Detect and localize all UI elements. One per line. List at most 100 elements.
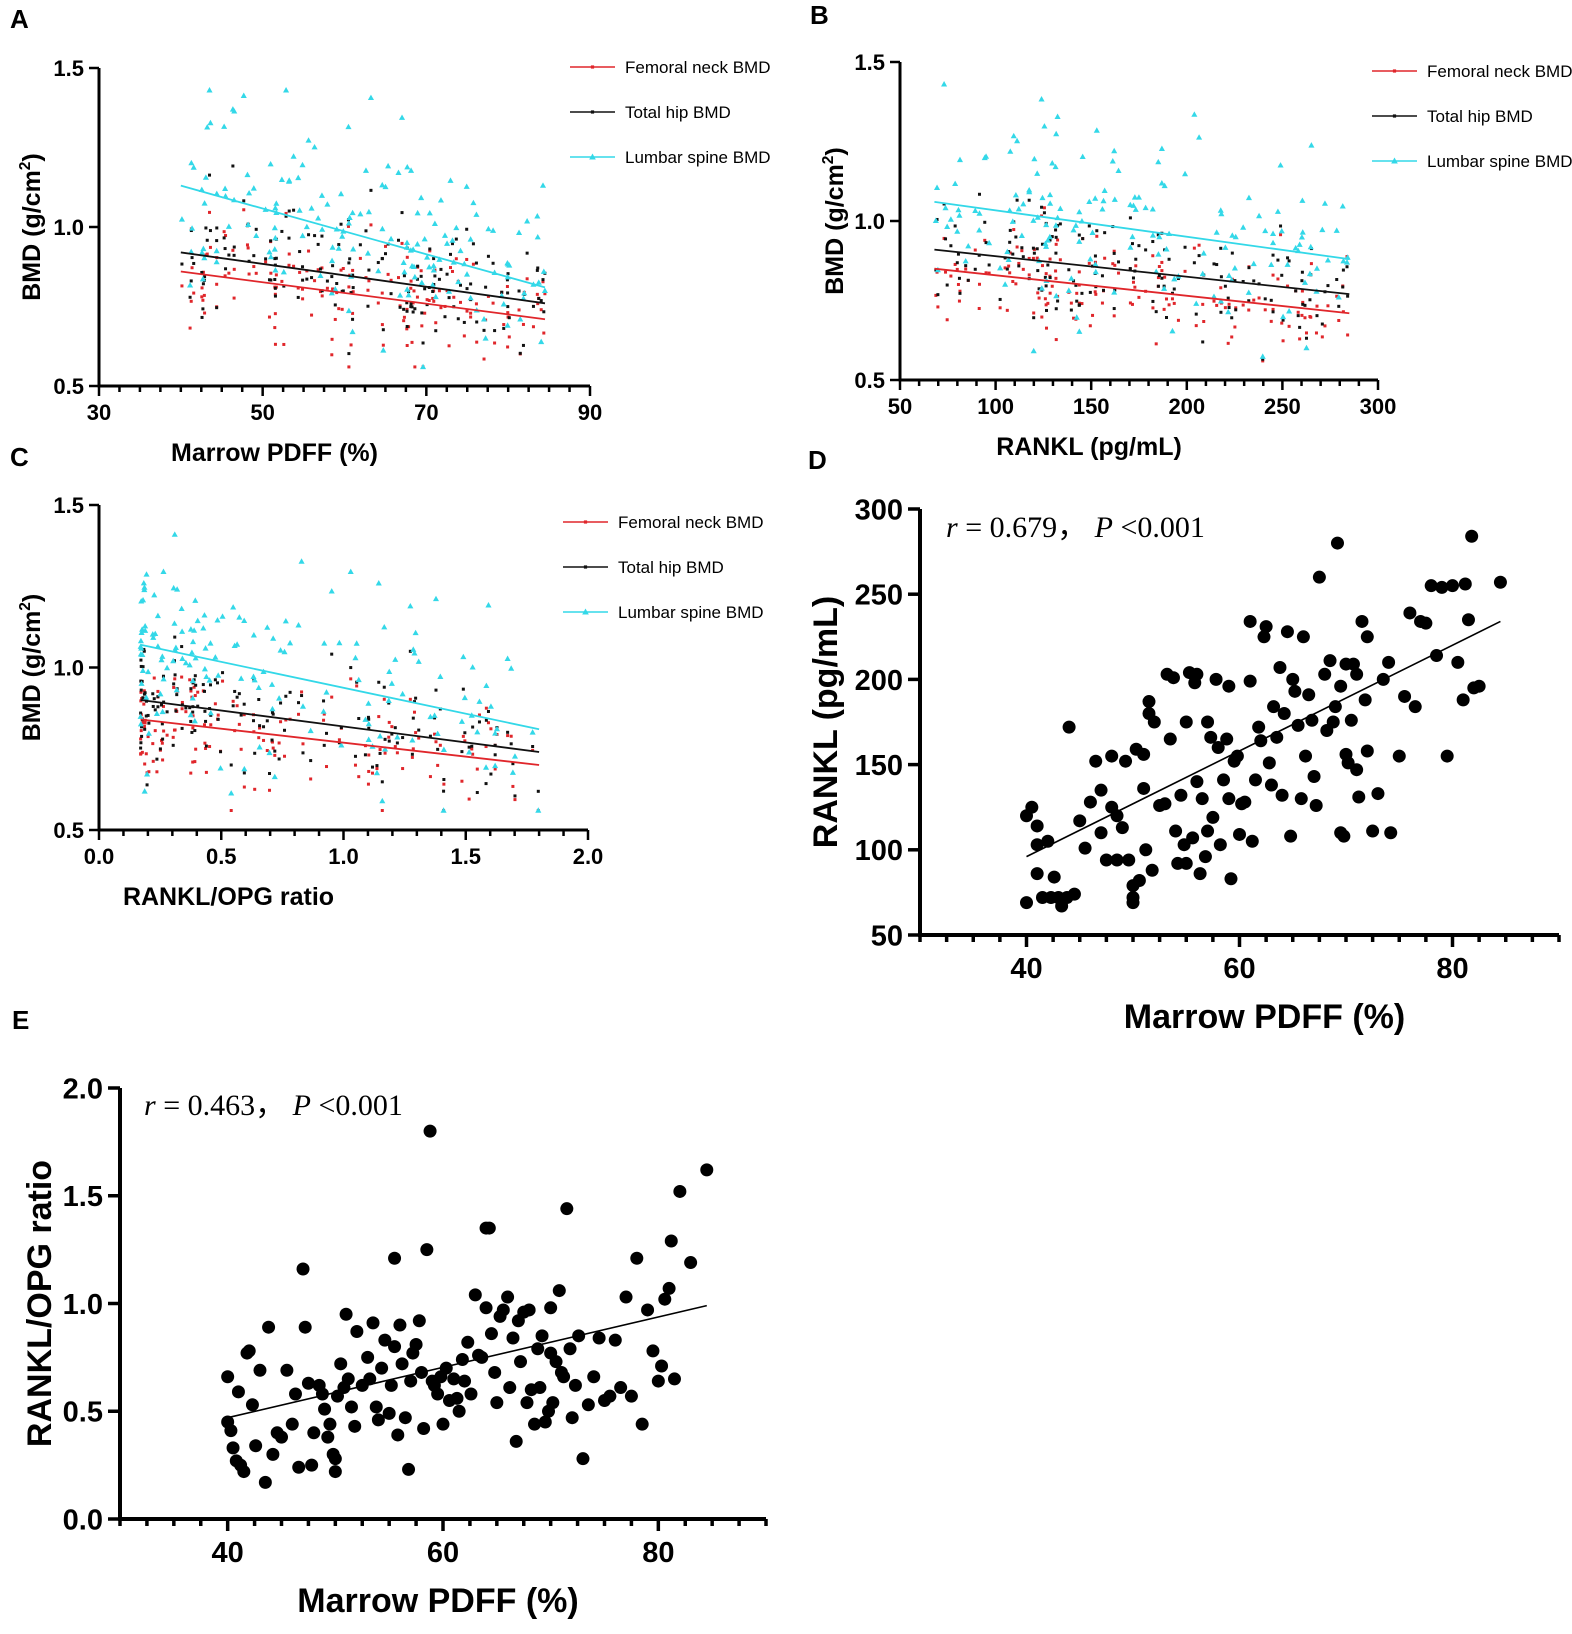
data-point-lumbar-spine xyxy=(388,235,395,242)
y-axis-title: RANKL/OPG ratio xyxy=(21,1160,59,1447)
data-point-femoral-neck xyxy=(231,248,235,252)
data-point-lumbar-spine xyxy=(277,647,284,653)
data-point xyxy=(361,1350,375,1364)
data-point xyxy=(581,1398,595,1412)
data-point-total-hip xyxy=(191,710,195,714)
y-tick-label: 1.5 xyxy=(53,493,84,518)
data-point-femoral-neck xyxy=(1021,267,1025,271)
data-point-lumbar-spine xyxy=(941,81,948,87)
data-point-lumbar-spine xyxy=(436,256,443,262)
data-point-femoral-neck xyxy=(1172,301,1176,305)
data-point-femoral-neck xyxy=(292,264,296,268)
data-point-femoral-neck xyxy=(1263,308,1267,312)
data-point-total-hip xyxy=(542,310,546,314)
data-point-femoral-neck xyxy=(1337,318,1341,322)
data-point-femoral-neck xyxy=(273,753,277,757)
data-point-femoral-neck xyxy=(387,735,391,739)
data-point xyxy=(366,1316,380,1330)
data-point-femoral-neck xyxy=(196,690,200,694)
y-tick-label: 1.0 xyxy=(53,215,84,240)
data-point xyxy=(431,1387,445,1401)
data-point-femoral-neck xyxy=(432,299,436,303)
data-point-total-hip xyxy=(353,754,357,758)
data-point-total-hip xyxy=(1261,357,1265,361)
data-point-lumbar-spine xyxy=(535,807,542,813)
data-point-total-hip xyxy=(224,267,228,271)
data-point-lumbar-spine xyxy=(1014,137,1021,144)
data-point-femoral-neck xyxy=(231,699,235,703)
data-point-total-hip xyxy=(192,678,196,682)
data-point-femoral-neck xyxy=(395,751,399,755)
data-point-femoral-neck xyxy=(1300,313,1304,317)
data-point-lumbar-spine xyxy=(290,153,297,159)
data-point-total-hip xyxy=(1137,244,1141,248)
data-point-total-hip xyxy=(156,695,160,699)
data-point-total-hip xyxy=(369,188,373,192)
data-point xyxy=(475,1350,489,1364)
data-point xyxy=(305,1458,319,1472)
data-point xyxy=(1222,679,1236,693)
data-point-total-hip xyxy=(1215,263,1219,267)
x-tick-label: 0.5 xyxy=(206,844,237,869)
data-point-lumbar-spine xyxy=(1002,281,1009,287)
data-point-femoral-neck xyxy=(1031,256,1035,260)
data-point-lumbar-spine xyxy=(414,209,421,216)
data-point-femoral-neck xyxy=(287,263,291,267)
data-point-lumbar-spine xyxy=(467,294,474,301)
data-point-femoral-neck xyxy=(1014,282,1018,286)
data-point-lumbar-spine xyxy=(408,167,415,173)
data-point-total-hip xyxy=(1048,276,1052,280)
data-point-total-hip xyxy=(252,254,256,258)
data-point-lumbar-spine xyxy=(409,737,416,743)
data-point-total-hip xyxy=(1192,261,1196,265)
y-tick-label: 1.5 xyxy=(63,1181,103,1213)
data-point xyxy=(1350,667,1364,681)
data-point-lumbar-spine xyxy=(1034,170,1041,176)
data-point-total-hip xyxy=(1112,307,1116,311)
data-point-femoral-neck xyxy=(325,286,329,290)
data-point-femoral-neck xyxy=(1054,338,1058,342)
data-point-total-hip xyxy=(337,243,341,247)
data-point-femoral-neck xyxy=(1045,326,1049,330)
data-point-femoral-neck xyxy=(956,282,960,286)
data-point-femoral-neck xyxy=(1271,273,1275,277)
data-point-lumbar-spine xyxy=(240,92,247,98)
y-tick-label: 250 xyxy=(855,580,903,612)
data-point-total-hip xyxy=(322,699,326,703)
data-point-total-hip xyxy=(984,241,988,245)
data-point-total-hip xyxy=(322,743,326,747)
data-point-total-hip xyxy=(297,701,301,705)
data-point-femoral-neck xyxy=(434,321,438,325)
data-point-total-hip xyxy=(469,282,473,286)
data-point-total-hip xyxy=(208,229,212,233)
data-point-lumbar-spine xyxy=(201,200,208,206)
data-point-femoral-neck xyxy=(409,286,413,290)
data-point xyxy=(520,1396,534,1410)
data-point-femoral-neck xyxy=(1027,273,1031,277)
data-point-femoral-neck xyxy=(284,211,288,215)
data-point xyxy=(280,1363,294,1377)
data-point-lumbar-spine xyxy=(427,713,434,720)
data-point-femoral-neck xyxy=(1112,249,1116,253)
data-point-lumbar-spine xyxy=(429,281,436,288)
data-point xyxy=(1243,674,1257,688)
data-point-total-hip xyxy=(1165,316,1169,320)
data-point-lumbar-spine xyxy=(414,241,421,247)
y-axis-title: BMD (g/cm2) xyxy=(17,153,46,301)
data-point-total-hip xyxy=(279,701,283,705)
data-point xyxy=(298,1320,312,1334)
data-point-lumbar-spine xyxy=(145,668,152,675)
data-point-lumbar-spine xyxy=(1047,200,1054,206)
data-point-femoral-neck xyxy=(475,340,479,344)
data-point-lumbar-spine xyxy=(1171,275,1178,282)
data-point-total-hip xyxy=(419,274,423,278)
data-point-total-hip xyxy=(401,736,405,740)
data-point-femoral-neck xyxy=(229,809,233,812)
data-point-femoral-neck xyxy=(469,311,473,315)
data-point-total-hip xyxy=(349,291,353,295)
data-point-femoral-neck xyxy=(1131,280,1135,284)
data-point-femoral-neck xyxy=(1012,228,1016,232)
data-point xyxy=(1222,792,1236,806)
data-point-femoral-neck xyxy=(1095,234,1099,238)
